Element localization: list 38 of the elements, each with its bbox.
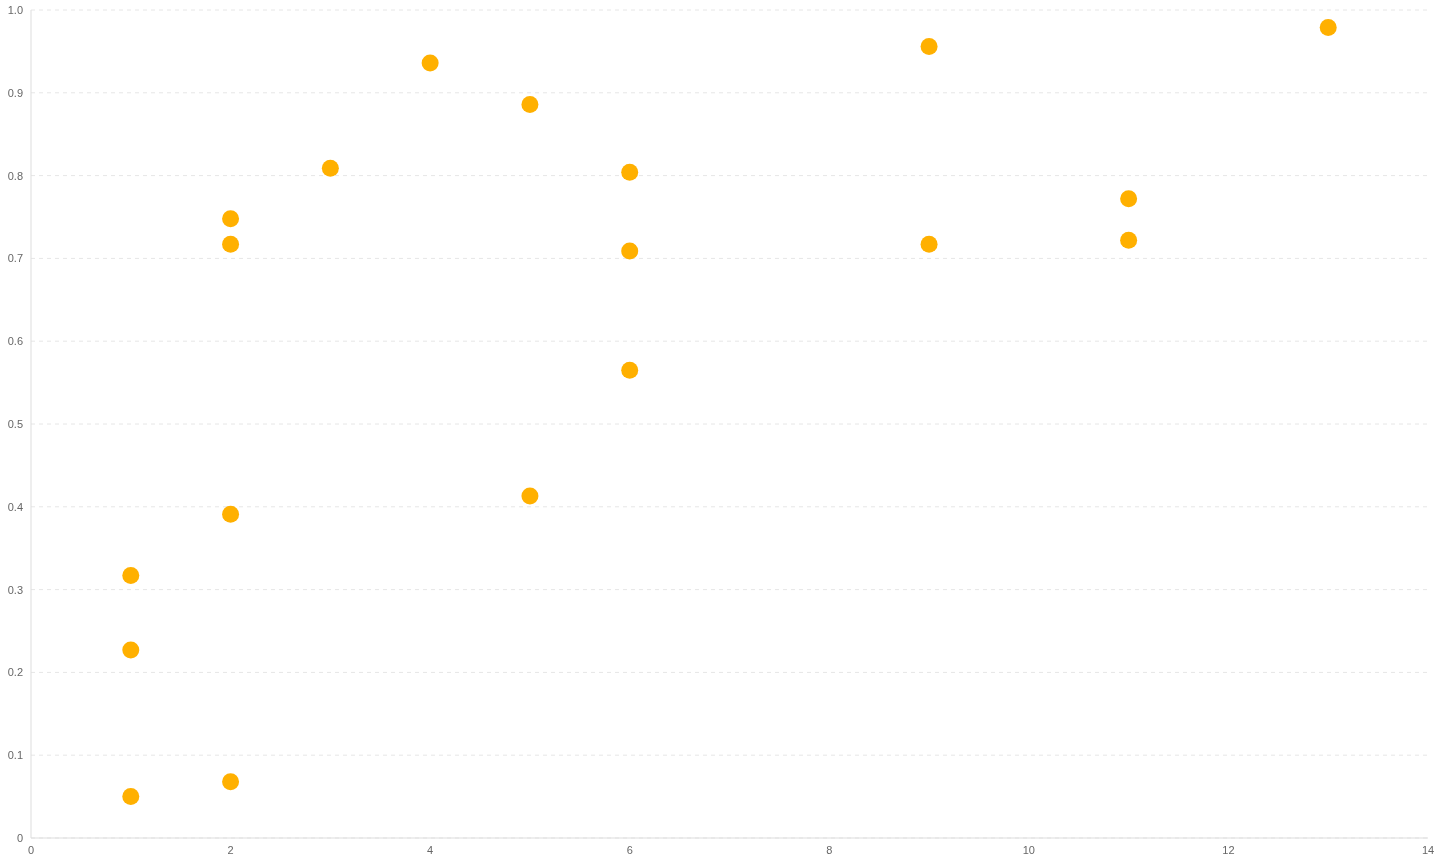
x-tick-label: 0 bbox=[27, 843, 35, 856]
point bbox=[222, 505, 240, 523]
y-tick-label: 0.8 bbox=[7, 169, 23, 182]
point bbox=[1120, 190, 1138, 208]
point bbox=[621, 361, 639, 379]
y-tick-label: 0.6 bbox=[7, 335, 23, 348]
point bbox=[122, 567, 140, 585]
y-tick-label: 0.7 bbox=[7, 252, 23, 265]
point bbox=[621, 242, 639, 260]
point bbox=[222, 210, 240, 228]
x-tick-label: 2 bbox=[227, 843, 234, 856]
x-tick-label: 4 bbox=[427, 843, 434, 856]
y-tick-label: 0.2 bbox=[7, 666, 23, 679]
point bbox=[1319, 18, 1337, 36]
y-tick-label: 0.1 bbox=[7, 749, 23, 762]
y-tick-label: 0.4 bbox=[7, 500, 23, 513]
x-tick-label: 12 bbox=[1222, 843, 1235, 856]
y-tick-label: 0.9 bbox=[7, 86, 23, 99]
point bbox=[521, 95, 539, 113]
y-tick-label: 0.3 bbox=[7, 583, 23, 596]
x-tick-label: 6 bbox=[626, 843, 633, 856]
point bbox=[920, 235, 938, 253]
point bbox=[421, 54, 439, 72]
x-tick-label: 14 bbox=[1421, 843, 1435, 856]
point bbox=[222, 235, 240, 253]
y-tick-label: 0.5 bbox=[7, 417, 23, 430]
point bbox=[920, 37, 938, 55]
point bbox=[122, 641, 140, 659]
x-tick-label: 10 bbox=[1022, 843, 1035, 856]
y-tick-label: 0 bbox=[16, 831, 23, 844]
y-tick-label: 1.0 bbox=[7, 3, 23, 16]
point bbox=[222, 773, 240, 791]
x-tick-label: 8 bbox=[826, 843, 833, 856]
point bbox=[321, 159, 339, 177]
point bbox=[621, 163, 639, 181]
point bbox=[122, 788, 140, 806]
point bbox=[521, 487, 539, 505]
point bbox=[1120, 231, 1138, 249]
